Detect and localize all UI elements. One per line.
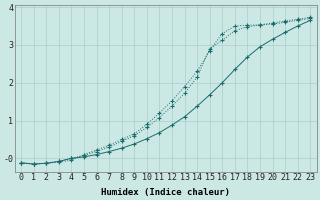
X-axis label: Humidex (Indice chaleur): Humidex (Indice chaleur): [101, 188, 230, 197]
